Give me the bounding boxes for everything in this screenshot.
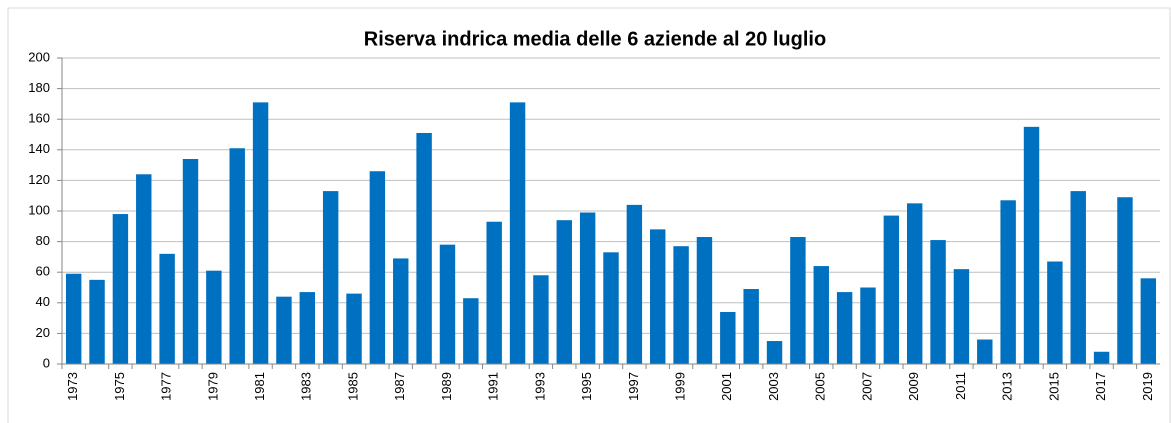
bar [229,148,245,364]
y-tick-label: 180 [28,80,50,95]
bar [977,339,993,364]
x-tick-label: 1989 [439,372,454,401]
x-tick-label: 1997 [626,372,641,401]
bar [1000,200,1016,364]
x-tick-label: 1979 [205,372,220,401]
bar [790,237,806,364]
x-tick-label: 2011 [953,372,968,400]
x-tick-label: 1977 [159,372,174,401]
bar [65,273,82,364]
bar [766,341,783,364]
x-tick-label: 1975 [112,372,127,401]
bar [416,132,432,364]
bar [159,253,175,364]
bar [182,158,199,364]
bar [393,258,409,364]
bar [673,246,689,364]
y-tick-label: 60 [36,264,50,279]
bar [299,292,316,364]
x-tick-label: 2013 [1000,372,1015,401]
bar [1117,197,1133,364]
y-tick-label: 100 [28,202,50,217]
bar [439,244,456,364]
y-tick-label: 80 [36,233,50,248]
bar [136,174,152,364]
x-tick-label: 1987 [392,372,407,401]
x-tick-label: 2019 [1140,372,1155,401]
bar [1023,126,1040,364]
x-tick-label: 2005 [813,372,828,401]
bar [626,204,643,364]
bar [743,289,759,364]
y-tick-label: 200 [28,49,50,64]
x-tick-label: 2009 [906,372,921,401]
bar [206,270,222,364]
y-tick-label: 40 [36,294,50,309]
bar [533,275,549,364]
x-tick-label: 2001 [719,372,734,401]
bar [1140,278,1157,364]
bar [322,191,339,364]
y-tick-label: 140 [28,141,50,156]
bar [720,311,736,364]
x-tick-label: 1985 [345,372,360,401]
bar [346,293,362,364]
bar [603,252,619,364]
bar [860,287,876,364]
bar [252,102,269,365]
bar [486,221,502,364]
bar [836,292,853,364]
bar [1070,191,1086,364]
x-tick-label: 1999 [673,372,688,401]
bar [650,229,666,364]
bar [369,171,386,364]
bar [579,212,596,364]
x-tick-label: 1983 [299,372,314,401]
x-tick-label: 1991 [486,372,501,401]
x-tick-label: 1995 [579,372,594,401]
y-tick-label: 20 [36,325,50,340]
x-tick-label: 2017 [1093,372,1108,401]
bar [696,237,713,364]
y-tick-label: 0 [43,355,50,370]
bar [813,266,829,364]
bar [953,269,970,364]
bar [89,279,105,364]
bar [276,296,292,364]
x-tick-label: 1993 [532,372,547,401]
x-tick-label: 2015 [1046,372,1061,401]
bar [883,215,900,364]
x-tick-label: 1981 [252,372,267,401]
bar [1047,261,1063,364]
y-tick-label: 120 [28,172,50,187]
bar [1093,351,1110,364]
bar [930,240,946,364]
x-tick-label: 2003 [766,372,781,401]
bar [906,203,923,364]
bar [556,220,572,364]
chart-title: Riserva indrica media delle 6 aziende al… [364,28,826,50]
bar [463,298,479,364]
x-tick-label: 2007 [859,372,874,401]
y-tick-label: 160 [28,111,50,126]
bar [509,102,526,365]
chart-border [7,7,1171,423]
bar [112,214,129,364]
x-tick-label: 1973 [65,372,80,401]
